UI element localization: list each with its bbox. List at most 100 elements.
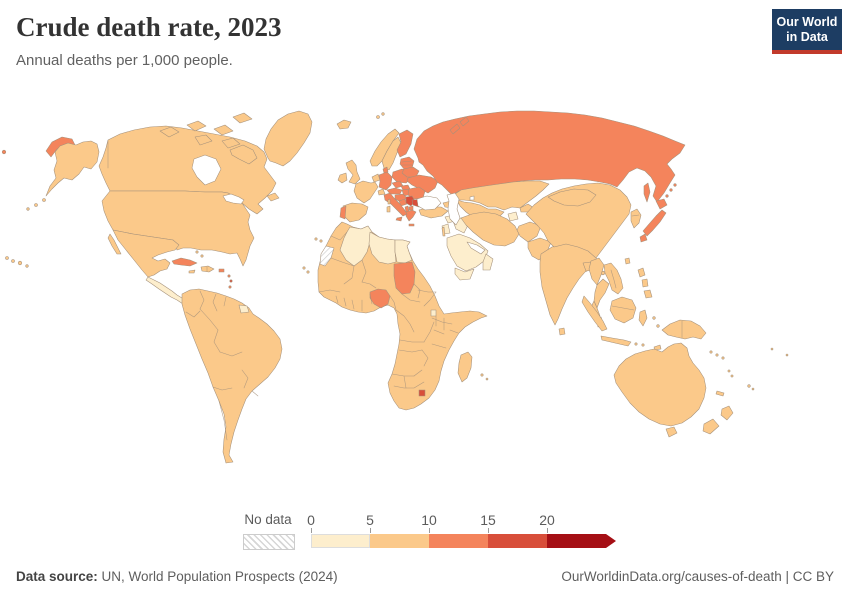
island-crete[interactable] [408, 223, 415, 227]
country-japan-hokkaido[interactable] [655, 198, 668, 210]
country-oman[interactable] [482, 253, 494, 271]
novaya-zemlya[interactable] [459, 116, 470, 127]
country-israel-strip[interactable] [441, 226, 446, 237]
country-china[interactable] [525, 182, 632, 259]
canary-island[interactable] [314, 237, 318, 241]
country-yemen[interactable] [454, 267, 475, 281]
hawaii-island[interactable] [17, 260, 23, 266]
country-thailand[interactable] [593, 278, 610, 309]
country-russia-wrapped-islet[interactable] [1, 149, 7, 155]
nz-south-island[interactable] [702, 418, 720, 435]
island-sulawesi[interactable] [638, 309, 648, 327]
hawaii-island[interactable] [11, 259, 15, 263]
country-usa-alaska[interactable] [45, 140, 100, 197]
sunda-island[interactable] [634, 342, 638, 346]
arctic-island[interactable] [186, 120, 207, 132]
legend-bin-15-20[interactable] [488, 534, 547, 548]
island-taiwan[interactable] [624, 257, 631, 265]
mauritius-island[interactable] [480, 373, 484, 377]
region-south-america[interactable] [181, 288, 283, 464]
arctic-island[interactable] [159, 126, 180, 138]
arctic-island[interactable] [221, 137, 241, 149]
country-cuba[interactable] [171, 257, 198, 267]
fiji-island[interactable] [751, 387, 755, 391]
footer-credit-link[interactable]: OurWorldinData.org/causes-of-death | CC … [561, 569, 834, 584]
country-greenland[interactable] [263, 110, 313, 167]
country-kazakhstan[interactable] [451, 180, 550, 211]
country-puerto-rico[interactable] [218, 268, 225, 273]
island-java[interactable] [600, 335, 632, 347]
country-greece[interactable] [405, 209, 417, 222]
island-sumatra[interactable] [581, 295, 608, 332]
canary-island[interactable] [319, 239, 323, 243]
arctic-island[interactable] [232, 112, 253, 124]
moluccas-island[interactable] [652, 316, 656, 320]
country-ireland[interactable] [337, 172, 348, 184]
newfoundland[interactable] [266, 192, 280, 202]
country-denmark[interactable] [382, 166, 389, 174]
bahamas-island[interactable] [195, 250, 199, 254]
country-chad[interactable] [393, 261, 416, 295]
country-norway[interactable] [369, 128, 400, 167]
antilles-island[interactable] [228, 285, 232, 289]
country-mongolia[interactable] [547, 188, 597, 207]
reunion-island[interactable] [485, 377, 489, 381]
baja-california[interactable] [107, 233, 122, 255]
sunda-island[interactable] [641, 343, 645, 347]
country-lesotho[interactable] [418, 389, 426, 397]
country-north-macedonia[interactable] [408, 205, 414, 211]
country-saudi-arabia[interactable] [446, 233, 489, 272]
aleutian-island[interactable] [42, 198, 46, 202]
country-iran[interactable] [460, 211, 520, 247]
country-germany[interactable] [378, 171, 393, 191]
country-jamaica[interactable] [188, 269, 196, 274]
country-egypt[interactable] [394, 239, 413, 264]
country-rwanda[interactable] [430, 309, 437, 317]
country-philippines[interactable] [637, 267, 646, 278]
country-ukraine[interactable] [406, 174, 439, 194]
solomon-island[interactable] [709, 350, 713, 354]
solomon-island[interactable] [721, 356, 725, 360]
country-french-guiana[interactable] [238, 304, 250, 314]
country-philippines[interactable] [643, 289, 653, 299]
region-korea[interactable] [630, 208, 642, 229]
pacific-island[interactable] [770, 347, 774, 351]
legend-bin-0-5[interactable] [311, 534, 370, 548]
arctic-island[interactable] [194, 134, 213, 146]
country-madagascar[interactable] [457, 351, 473, 383]
island-new-guinea[interactable] [661, 319, 707, 340]
svalbard-island[interactable] [376, 115, 380, 119]
aleutian-island[interactable] [34, 203, 38, 207]
antilles-island[interactable] [229, 279, 233, 283]
moluccas-island[interactable] [656, 324, 660, 328]
country-afghanistan[interactable] [516, 221, 542, 243]
arctic-island[interactable] [213, 124, 234, 136]
legend-no-data-swatch[interactable] [243, 534, 295, 550]
baffin-island[interactable] [229, 144, 258, 165]
novaya-zemlya[interactable] [449, 123, 461, 135]
nz-north-island[interactable] [720, 405, 734, 421]
pacific-island[interactable] [785, 353, 789, 357]
country-spain[interactable] [342, 202, 369, 223]
country-switzerland[interactable] [377, 188, 386, 196]
svalbard-island[interactable] [381, 112, 385, 116]
vanuatu-island[interactable] [730, 374, 734, 378]
cape-verde-island[interactable] [302, 266, 306, 270]
owid-logo[interactable]: Our World in Data [772, 9, 842, 54]
country-iceland[interactable] [336, 119, 352, 130]
legend-bin-10-15[interactable] [429, 534, 488, 548]
hawaii-island[interactable] [25, 264, 29, 268]
cape-verde-island[interactable] [306, 270, 310, 274]
island-corsica[interactable] [387, 198, 391, 205]
island-sicily[interactable] [395, 216, 403, 222]
island-borneo[interactable] [609, 296, 637, 324]
island-tasmania[interactable] [665, 426, 678, 438]
country-finland[interactable] [396, 129, 414, 158]
country-uk[interactable] [345, 159, 361, 185]
antilles-island[interactable] [227, 274, 231, 278]
country-libya[interactable] [368, 231, 397, 265]
region-central-america[interactable] [145, 276, 187, 305]
region-western-sahara-no-data[interactable] [319, 245, 335, 267]
island-sardinia[interactable] [386, 205, 391, 213]
country-sri-lanka[interactable] [558, 327, 566, 336]
